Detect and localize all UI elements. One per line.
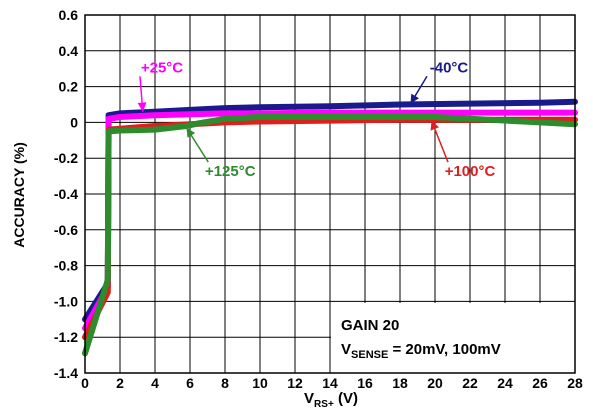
x-tick-label: 18: [392, 375, 408, 391]
x-tick-label: 10: [252, 375, 268, 391]
x-tick-label: 14: [322, 375, 338, 391]
x-tick-label: 8: [221, 375, 229, 391]
series-line-1: [82, 109, 578, 332]
x-tick-label: 6: [186, 375, 194, 391]
series-label-arrowhead-2: [186, 127, 196, 138]
series-label-1: -40°C: [430, 59, 469, 76]
y-tick-label: -1.0: [54, 293, 78, 309]
annotation-background: [331, 303, 580, 373]
x-tick-label: 2: [116, 375, 124, 391]
x-tick-label: 4: [151, 375, 159, 391]
y-tick-label: 0.4: [59, 43, 79, 59]
x-tick-label: 26: [532, 375, 548, 391]
y-tick-label: -0.6: [54, 222, 78, 238]
x-tick-label: 22: [462, 375, 478, 391]
annotation-gain: GAIN 20: [341, 317, 399, 334]
x-tick-label: 12: [287, 375, 303, 391]
y-tick-label: 0: [70, 114, 78, 130]
y-tick-label: -1.2: [54, 329, 78, 345]
series-line-0: [82, 98, 578, 323]
y-tick-label: 0.6: [59, 7, 79, 23]
y-tick-label: -0.2: [54, 150, 78, 166]
series-label-arrowhead-3: [430, 120, 439, 131]
annotation-vsense: VSENSE = 20mV, 100mV: [341, 341, 501, 361]
series-labels: +25°C -40°C +125°C +100°C: [137, 59, 496, 180]
data-series: [82, 98, 578, 357]
y-tick-label: -0.4: [54, 186, 78, 202]
x-tick-label: 28: [567, 375, 583, 391]
series-line-3: [82, 114, 578, 357]
series-label-2: +125°C: [205, 163, 256, 180]
y-tick-label: 0.2: [59, 79, 79, 95]
x-axis-title: VRS+ (V): [304, 390, 358, 410]
annotation-box: GAIN 20 VSENSE = 20mV, 100mV: [331, 303, 580, 373]
x-tick-label: 24: [497, 375, 513, 391]
series-label-0: +25°C: [141, 59, 183, 76]
series-label-3: +100°C: [445, 163, 496, 180]
plot-frame: [84, 14, 576, 374]
tick-labels: 0 2 4 6 8 10 12 14 16 18 20 22 24 26 280.60.40.20-0.2-…: [54, 7, 583, 391]
series-label-arrowhead-0: [137, 102, 147, 112]
y-axis-title: ACCURACY (%): [11, 142, 27, 248]
x-tick-label: 16: [357, 375, 373, 391]
axes: [84, 14, 576, 374]
series-label-arrowhead-1: [410, 93, 419, 104]
y-tick-label: -1.4: [54, 365, 78, 381]
x-tick-label: 20: [427, 375, 443, 391]
x-tick-label: 0: [81, 375, 89, 391]
y-tick-label: -0.8: [54, 258, 78, 274]
